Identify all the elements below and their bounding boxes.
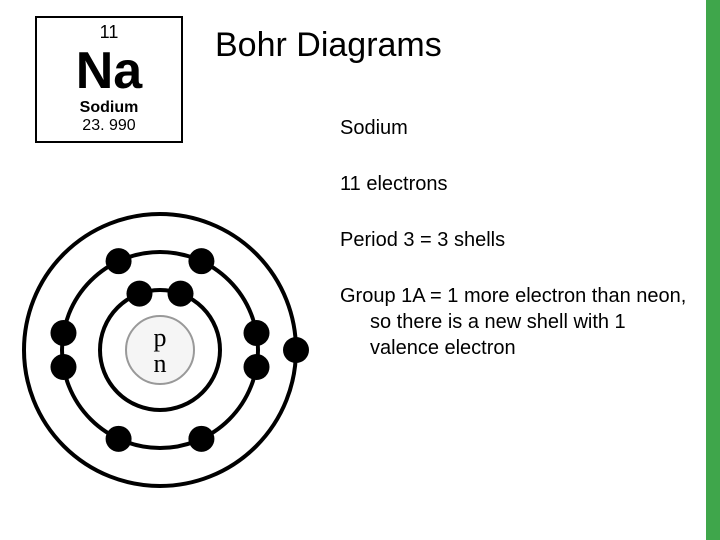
line-element-name: Sodium xyxy=(340,115,690,141)
electron xyxy=(244,320,270,346)
atomic-number: 11 xyxy=(37,22,181,43)
element-tile: 11 Na Sodium 23. 990 xyxy=(35,16,183,143)
element-name: Sodium xyxy=(37,99,181,117)
bohr-diagram: pn xyxy=(10,200,310,500)
electron xyxy=(168,281,194,307)
electron xyxy=(188,248,214,274)
electron xyxy=(50,354,76,380)
line-electron-count: 11 electrons xyxy=(340,171,690,197)
electron xyxy=(126,281,152,307)
electron xyxy=(188,426,214,452)
content-block: Sodium 11 electrons Period 3 = 3 shells … xyxy=(340,115,690,391)
line-period: Period 3 = 3 shells xyxy=(340,227,690,253)
electron xyxy=(244,354,270,380)
electron xyxy=(283,337,309,363)
element-symbol: Na xyxy=(37,45,181,97)
nucleus-n-label: n xyxy=(154,349,167,378)
line-group: Group 1A = 1 more electron than neon, so… xyxy=(340,283,690,361)
accent-bar xyxy=(706,0,720,540)
electron xyxy=(50,320,76,346)
electron xyxy=(106,248,132,274)
atomic-mass: 23. 990 xyxy=(37,117,181,135)
electron xyxy=(106,426,132,452)
slide-title: Bohr Diagrams xyxy=(215,26,442,65)
nucleus-p-label: p xyxy=(154,323,167,352)
